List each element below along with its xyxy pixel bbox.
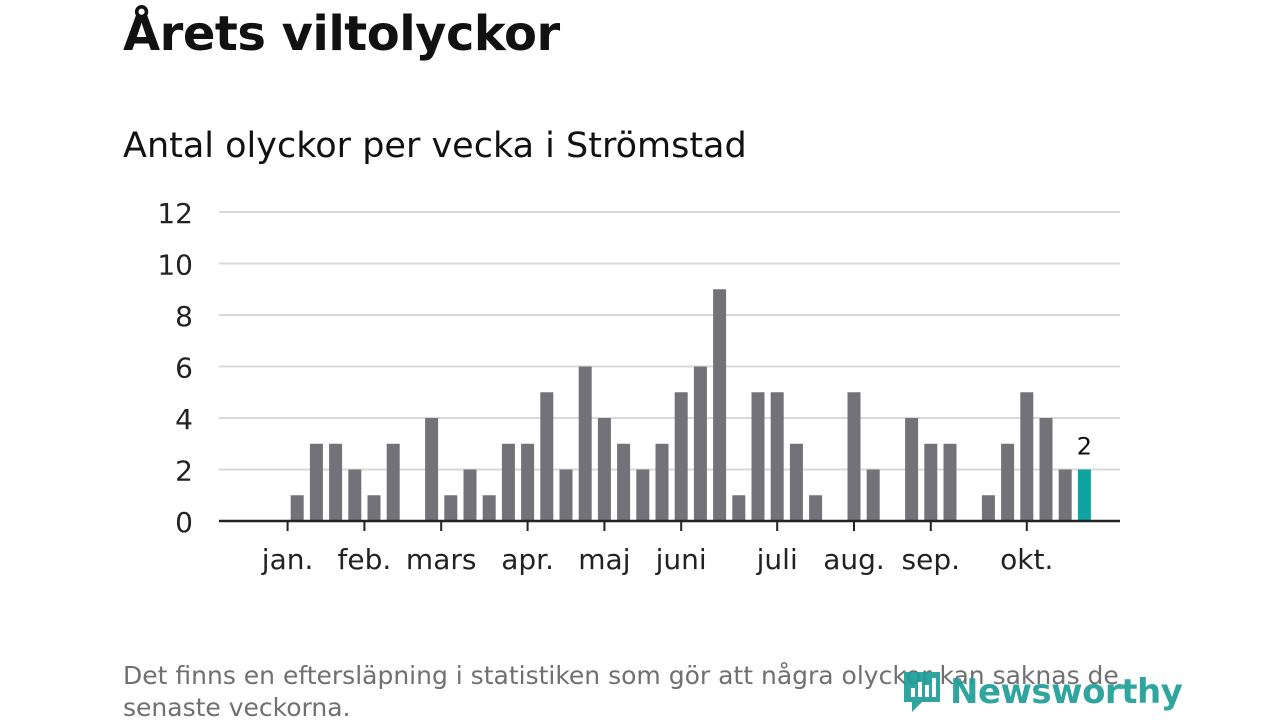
bars xyxy=(290,289,1091,521)
bar xyxy=(309,443,323,521)
newsworthy-logo[interactable]: Newsworthy xyxy=(900,668,1183,716)
bar xyxy=(290,495,304,521)
bar xyxy=(732,495,746,521)
x-month-label: maj xyxy=(578,543,630,576)
chart-subtitle: Antal olyckor per vecka i Strömstad xyxy=(123,126,747,166)
bar xyxy=(501,443,515,521)
bar xyxy=(578,366,592,521)
y-tick-label: 12 xyxy=(157,197,193,230)
x-month-label: jan. xyxy=(261,543,314,576)
y-tick-label: 0 xyxy=(175,506,193,539)
bar xyxy=(809,495,823,521)
bar xyxy=(444,495,458,521)
bar xyxy=(329,443,343,521)
bar xyxy=(674,392,688,521)
bar xyxy=(943,443,957,521)
x-month-label: juli xyxy=(756,543,798,576)
y-axis-ticks: 0 2 4 6 8 10 12 xyxy=(157,197,193,539)
bar xyxy=(597,418,611,521)
bar xyxy=(789,443,803,521)
newsworthy-logo-text: Newsworthy xyxy=(950,672,1183,712)
bar xyxy=(463,469,477,521)
bar xyxy=(559,469,573,521)
bar xyxy=(1020,392,1034,521)
bar xyxy=(636,469,650,521)
x-month-label: juni xyxy=(655,543,707,576)
y-tick-label: 4 xyxy=(175,403,193,436)
data-labels: 2 xyxy=(1077,433,1092,461)
highlight-value-label: 2 xyxy=(1077,433,1092,461)
grid-lines xyxy=(219,211,1120,471)
bar xyxy=(981,495,995,521)
x-month-label: aug. xyxy=(823,543,885,576)
bar xyxy=(1039,418,1053,521)
bar xyxy=(540,392,554,521)
bar xyxy=(693,366,707,521)
chart-title: Årets viltolyckor xyxy=(123,6,560,62)
bar xyxy=(386,443,400,521)
bar xyxy=(866,469,880,521)
bar-chart: 0 2 4 6 8 10 12 jan. feb. mars apr. maj juni juli aug… xyxy=(157,197,1120,576)
bar xyxy=(713,289,727,521)
x-month-label: mars xyxy=(406,543,477,576)
bar xyxy=(348,469,362,521)
bar xyxy=(905,418,919,521)
y-tick-label: 2 xyxy=(175,455,193,488)
x-axis: jan. feb. mars apr. maj juni juli aug. sep. okt. xyxy=(219,519,1120,576)
bar-highlight xyxy=(1077,469,1091,521)
y-tick-label: 6 xyxy=(175,352,193,385)
x-month-label: sep. xyxy=(902,543,961,576)
bar xyxy=(482,495,496,521)
bar xyxy=(924,443,938,521)
x-month-label: feb. xyxy=(338,543,392,576)
bar xyxy=(1001,443,1015,521)
bar xyxy=(847,392,861,521)
bar xyxy=(425,418,439,521)
newsworthy-logo-icon xyxy=(904,672,940,712)
bar xyxy=(617,443,631,521)
x-month-label: apr. xyxy=(501,543,554,576)
bar xyxy=(367,495,381,521)
bar xyxy=(1058,469,1072,521)
bar xyxy=(751,392,765,521)
bar xyxy=(770,392,784,521)
bar xyxy=(655,443,669,521)
y-tick-label: 10 xyxy=(157,249,193,282)
bar xyxy=(521,443,535,521)
y-tick-label: 8 xyxy=(175,300,193,333)
footnote: Det finns en eftersläpning i statistiken… xyxy=(123,661,1119,722)
x-month-label: okt. xyxy=(1000,543,1053,576)
